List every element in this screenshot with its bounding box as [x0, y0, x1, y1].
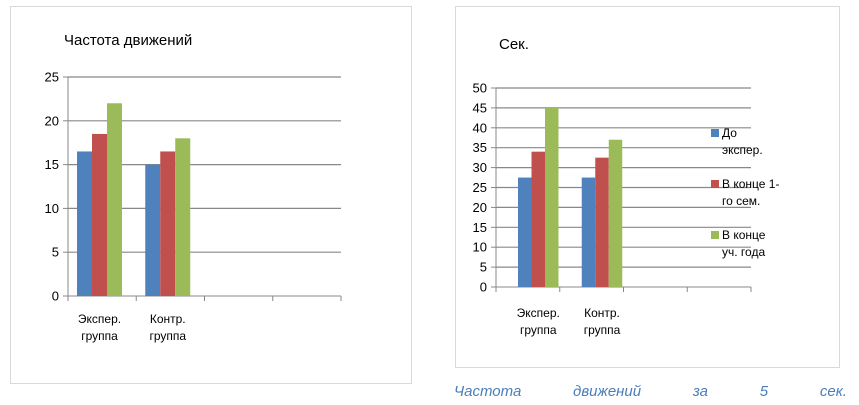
y-tick-label: 25 [473, 180, 487, 195]
bar [545, 107, 559, 288]
bar [595, 157, 609, 287]
chart-title: Сек. [499, 36, 529, 53]
legend-swatch [711, 180, 719, 188]
y-tick-label: 30 [473, 160, 487, 175]
chart-panel-seconds: Сек. 0 5 10 15 20 25 30 35 40 45 50 Экспер. группа Кон… [455, 6, 840, 368]
x-category-label: Экспер. [517, 306, 560, 320]
bar [77, 151, 92, 296]
y-tick-label: 50 [473, 81, 487, 96]
x-category-label: группа [520, 323, 557, 337]
legend-label: В конце [722, 228, 766, 242]
legend-swatch [711, 129, 719, 137]
legend-label: го сем. [722, 194, 760, 208]
x-category-label: группа [81, 329, 118, 343]
y-tick-label: 40 [473, 120, 487, 135]
y-tick-label: 10 [473, 240, 487, 255]
caption-word: 5 [759, 383, 769, 400]
y-tick-label: 0 [52, 289, 59, 304]
x-category-label: Контр. [150, 312, 186, 326]
seconds-chart: Сек. 0 5 10 15 20 25 30 35 40 45 50 Экспер. группа Кон… [473, 36, 780, 337]
caption-word: сек. [819, 383, 847, 400]
caption-word: движений [573, 383, 642, 400]
y-tick-label: 20 [45, 113, 59, 128]
figure-caption: Частота движений за 5 сек. [454, 383, 847, 400]
y-tick-label: 5 [52, 245, 59, 260]
bar [160, 151, 176, 296]
y-tick-label: 15 [45, 157, 59, 172]
bar [175, 138, 191, 296]
x-category-label: Контр. [584, 306, 620, 320]
y-tick-label: 45 [473, 100, 487, 115]
y-tick-label: 15 [473, 220, 487, 235]
bar [107, 103, 122, 296]
bar [92, 133, 107, 296]
y-tick-label: 25 [45, 70, 59, 85]
chart-panel-frequency: Частота движений 0 5 10 15 20 25 Экспер. группа К… [10, 6, 412, 384]
legend-label: В конце 1- [722, 177, 779, 191]
frequency-chart: Частота движений 0 5 10 15 20 25 Экспер. группа К… [45, 32, 342, 343]
x-category-label: Экспер. [78, 312, 121, 326]
legend-label: уч. года [722, 245, 765, 259]
bar [531, 151, 545, 287]
caption-word: за [692, 383, 709, 400]
chart-title: Частота движений [64, 32, 192, 49]
y-tick-label: 20 [473, 200, 487, 215]
y-tick-label: 35 [473, 140, 487, 155]
caption-word: Частота [454, 383, 522, 400]
bar [581, 177, 596, 287]
bar [608, 139, 623, 287]
bar [145, 164, 161, 296]
legend-label: экспер. [722, 143, 763, 157]
legend-label: До [722, 126, 737, 140]
y-tick-label: 10 [45, 201, 59, 216]
legend-swatch [711, 231, 719, 239]
y-tick-label: 5 [480, 260, 487, 275]
bar [518, 177, 532, 287]
y-tick-label: 0 [480, 280, 487, 295]
x-category-label: группа [584, 323, 621, 337]
x-category-label: группа [149, 329, 186, 343]
